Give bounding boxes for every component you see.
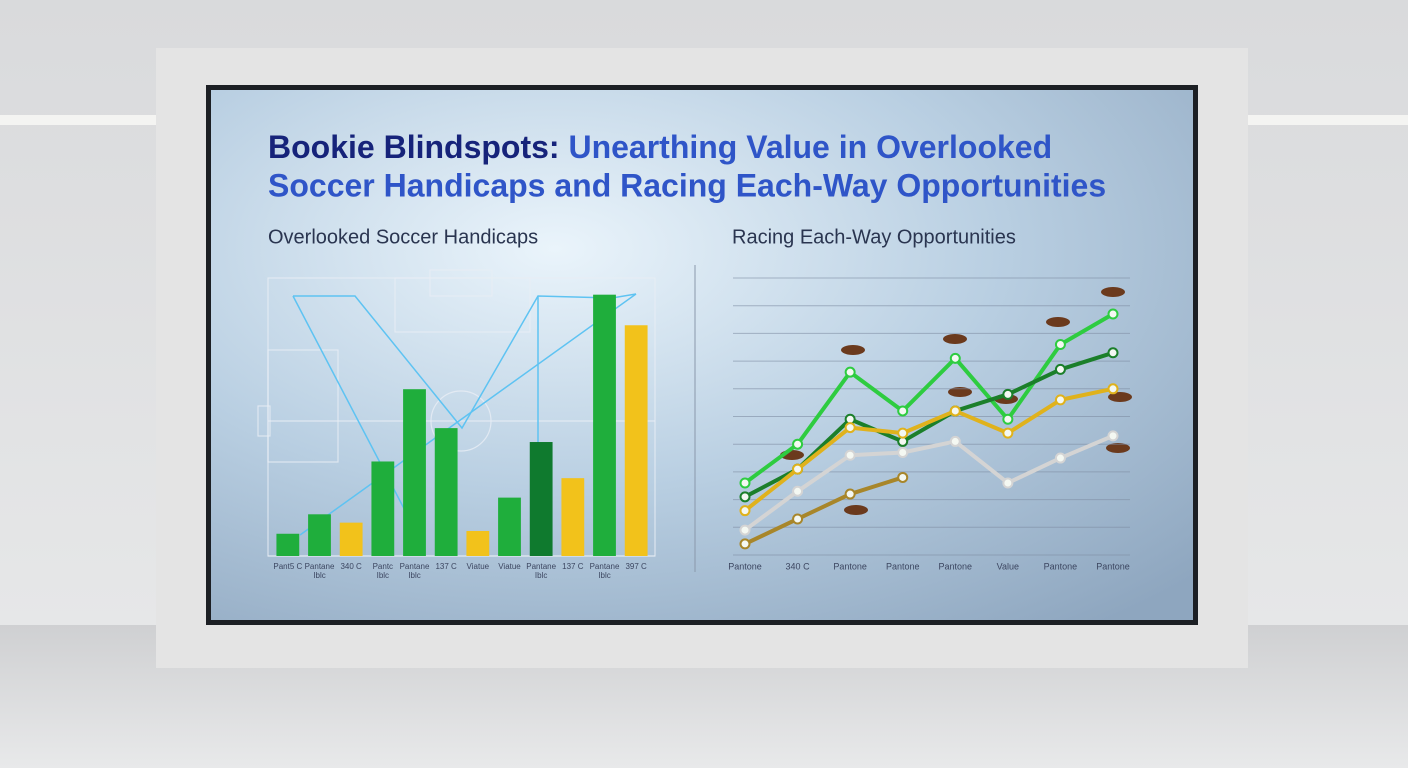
point [844,366,856,378]
x-tick-label: Pantone [1044,561,1078,571]
line [743,434,1114,532]
point [792,485,804,497]
point [1107,308,1119,320]
point [949,435,961,447]
point [1054,338,1066,350]
x-tick-label: Pantone [833,561,867,571]
x-tick-label: Pantane Iblc [589,562,620,580]
x-tick-label: Pantone [1096,561,1130,571]
x-tick-label: Viatue [498,562,521,571]
point [844,488,856,500]
point [739,505,751,517]
point [1107,347,1119,359]
bar [561,478,585,556]
bar [339,522,363,556]
point [1107,430,1119,442]
point [739,538,751,550]
point [897,471,909,483]
point [1107,383,1119,395]
point [1002,388,1014,400]
point [949,405,961,417]
bar [276,533,300,556]
point [792,438,804,450]
point [792,463,804,475]
point [1054,363,1066,375]
line [744,475,904,546]
chart-title: Overlooked Soccer Handicaps [268,226,538,248]
point [739,491,751,503]
x-tick-label: 340 C [340,562,362,571]
x-tick-label: 137 C [562,562,584,571]
point [1054,394,1066,406]
title-line-1: Bookie Blindspots: Unearthing Value in O… [268,129,1052,165]
point [1002,413,1014,425]
point [844,449,856,461]
x-tick-label: Pantane Iblc [399,562,430,580]
point [1002,427,1014,439]
bar [308,514,331,556]
point [792,513,804,525]
line [743,312,1115,485]
bar [529,442,553,556]
title-rest: Unearthing Value in Overlooked [568,129,1052,165]
x-tick-label: Pant5 C [273,562,303,571]
point [897,427,909,439]
x-tick-label: Pantone [728,561,762,571]
x-tick-label: Pantane Iblc [526,562,557,580]
line [743,386,1114,513]
bar [403,389,426,556]
point [897,405,909,417]
bar [434,428,458,556]
x-tick-label: 137 C [435,562,457,571]
point [739,524,751,536]
x-tick-label: Pantane Iblc [304,562,335,580]
point [739,477,751,489]
bar [371,461,395,556]
x-tick-label: Value [997,561,1019,571]
bar [466,530,490,556]
bar [498,497,521,556]
point [1054,452,1066,464]
x-tick-label: 340 C [786,561,811,571]
point [844,422,856,434]
chart-title: Racing Each-Way Opportunities [732,226,1016,248]
x-tick-label: Viatue [466,562,490,571]
point [949,352,961,364]
x-tick-label: Pantone [939,561,973,571]
x-tick-label: Pantc Iblc [372,562,394,580]
x-tick-label: Pantone [886,561,920,571]
x-tick-label: 397 C [625,562,647,571]
point [1002,477,1014,489]
bar [593,294,616,556]
bar [624,325,648,556]
title-line-2: Soccer Handicaps and Racing Each-Way Opp… [268,167,1106,203]
point [897,447,909,459]
title-lead: Bookie Blindspots: [268,129,560,165]
